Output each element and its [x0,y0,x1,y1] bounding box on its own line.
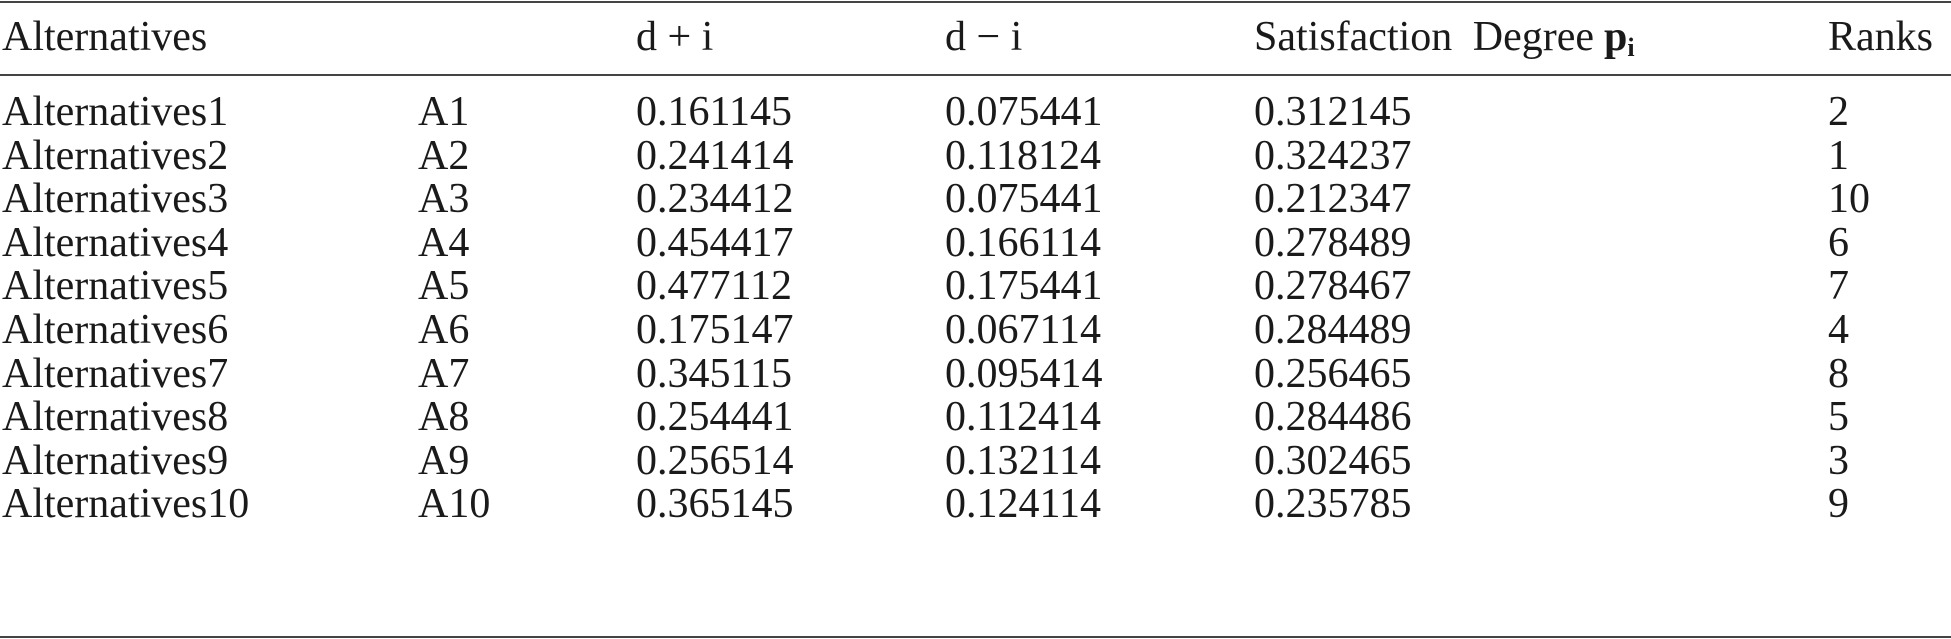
table-top-rule [0,1,1951,3]
header-satisfaction-label: Satisfaction Degree [1254,14,1595,60]
cell-d-plus: 0.365145 [636,481,794,528]
satisfaction-symbol-subscript: i [1627,33,1635,62]
cell-rank: 9 [1828,481,1849,528]
cell-alternative-name: Alternatives4 [2,219,229,266]
cell-alternative-code: A1 [418,89,470,135]
cell-d-minus: 0.067114 [945,307,1101,353]
cell-rank: 4 [1828,307,1849,353]
cell-alternative-name: Alternatives1 [2,89,229,135]
cell-alternative-name: Alternatives5 [2,263,229,310]
cell-satisfaction: 0.278489 [1254,219,1412,266]
table-row: Alternatives4 A4 0.454417 0.166114 0.278489 6 [0,216,1951,270]
cell-satisfaction: 0.284489 [1254,307,1412,353]
table-row: Alternatives1 A1 0.161145 0.075441 0.312145 2 [0,85,1951,139]
cell-d-minus: 0.075441 [945,89,1103,135]
table-row: Alternatives10 A10 0.365145 0.124114 0.23578… [0,477,1951,531]
table-row: Alternatives3 A3 0.234412 0.075441 0.212347 1… [0,172,1951,226]
cell-rank: 10 [1828,176,1870,223]
cell-alternative-name: Alternatives2 [2,132,229,179]
cell-d-plus: 0.161145 [636,89,792,135]
cell-rank: 5 [1828,394,1849,441]
table-row: Alternatives8 A8 0.254441 0.112414 0.284486 5 [0,390,1951,444]
cell-satisfaction: 0.278467 [1254,263,1412,310]
cell-alternative-code: A2 [418,132,470,179]
cell-d-plus: 0.345115 [636,350,792,397]
header-alternatives: Alternatives [2,14,208,60]
cell-alternative-code: A6 [418,307,470,353]
header-satisfaction-symbol: pi [1604,14,1635,62]
cell-alternative-code: A3 [418,176,470,223]
cell-d-plus: 0.454417 [636,219,794,266]
cell-d-plus: 0.254441 [636,394,794,441]
table-row: Alternatives5 A5 0.477112 0.175441 0.278467 7 [0,259,1951,313]
table-header-rule [0,74,1951,76]
cell-satisfaction: 0.324237 [1254,132,1412,179]
cell-rank: 1 [1828,132,1849,179]
table-row: Alternatives2 A2 0.241414 0.118124 0.324237 1 [0,129,1951,183]
cell-rank: 6 [1828,219,1849,266]
header-satisfaction: Satisfaction Degree pi [1254,10,1635,75]
header-d-minus: d − i [945,14,1023,60]
cell-satisfaction: 0.284486 [1254,394,1412,441]
cell-d-minus: 0.075441 [945,176,1103,223]
cell-d-minus: 0.132114 [945,437,1101,484]
cell-d-plus: 0.256514 [636,437,794,484]
table-bottom-rule [0,636,1951,638]
cell-rank: 7 [1828,263,1849,310]
cell-satisfaction: 0.256465 [1254,350,1412,397]
cell-rank: 3 [1828,437,1849,484]
cell-d-minus: 0.112414 [945,394,1101,441]
cell-alternative-name: Alternatives9 [2,437,229,484]
table-row: Alternatives7 A7 0.345115 0.095414 0.256465 8 [0,347,1951,401]
cell-alternative-name: Alternatives8 [2,394,229,441]
cell-alternative-code: A8 [418,394,470,441]
cell-d-plus: 0.175147 [636,307,794,353]
cell-alternative-code: A4 [418,219,470,266]
cell-satisfaction: 0.212347 [1254,176,1412,223]
cell-alternative-code: A10 [418,481,491,528]
table-row: Alternatives6 A6 0.175147 0.067114 0.284489 4 [0,303,1951,357]
cell-alternative-code: A7 [418,350,470,397]
table-row: Alternatives9 A9 0.256514 0.132114 0.302465 3 [0,434,1951,488]
cell-rank: 2 [1828,89,1849,135]
cell-d-minus: 0.118124 [945,132,1101,179]
cell-d-minus: 0.095414 [945,350,1103,397]
cell-d-minus: 0.175441 [945,263,1103,310]
cell-d-plus: 0.234412 [636,176,794,223]
cell-d-minus: 0.124114 [945,481,1101,528]
header-d-plus: d + i [636,14,714,60]
cell-d-plus: 0.477112 [636,263,792,310]
header-ranks: Ranks [1828,14,1933,60]
table-header-row: Alternatives d + i d − i Satisfaction De… [0,10,1951,64]
cell-alternative-name: Alternatives10 [2,481,250,528]
cell-satisfaction: 0.235785 [1254,481,1412,528]
cell-d-minus: 0.166114 [945,219,1101,266]
cell-alternative-code: A5 [418,263,470,310]
cell-alternative-name: Alternatives7 [2,350,229,397]
cell-alternative-name: Alternatives3 [2,176,229,223]
satisfaction-symbol-base: p [1604,14,1628,60]
cell-alternative-code: A9 [418,437,470,484]
cell-rank: 8 [1828,350,1849,397]
cell-satisfaction: 0.302465 [1254,437,1412,484]
cell-d-plus: 0.241414 [636,132,794,179]
cell-satisfaction: 0.312145 [1254,89,1412,135]
cell-alternative-name: Alternatives6 [2,307,229,353]
